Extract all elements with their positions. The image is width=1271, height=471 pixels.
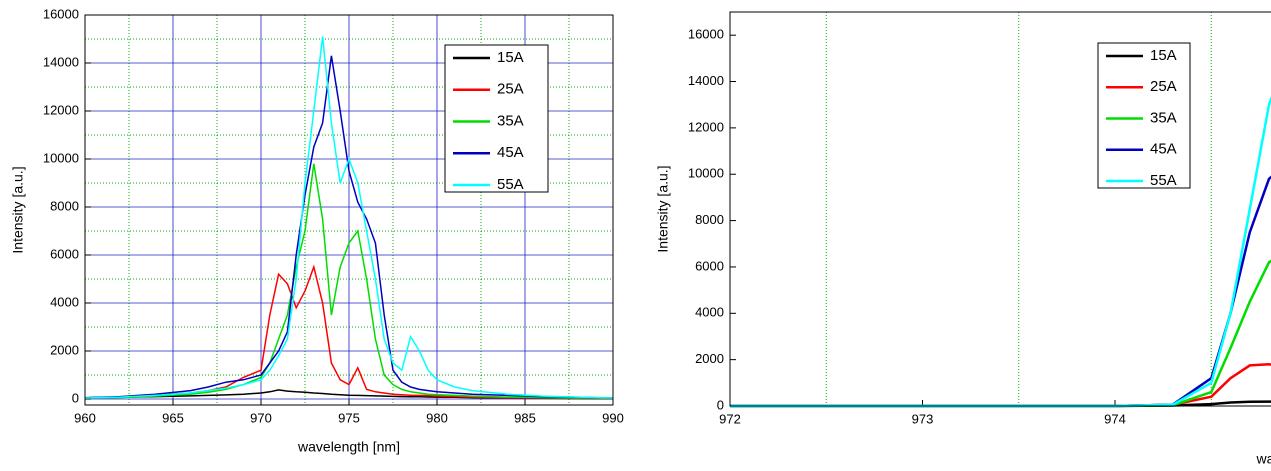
series-line <box>84 55 614 399</box>
y-tick-label: 16000 <box>43 6 79 21</box>
legend-label: 35A <box>497 112 524 129</box>
legend-label: 25A <box>497 81 524 98</box>
series-line <box>84 264 614 400</box>
x-tick-label: 960 <box>74 410 96 425</box>
x-tick-label: 965 <box>162 410 184 425</box>
y-tick-label: 2000 <box>695 351 724 366</box>
legend-label: 45A <box>497 144 524 161</box>
x-tick-label: 974 <box>1104 411 1126 426</box>
x-tick-label: 985 <box>514 410 536 425</box>
y-tick-label: 12000 <box>43 102 79 117</box>
legend-label: 55A <box>497 176 524 193</box>
y-tick-label: 16000 <box>688 27 724 42</box>
legend-label: 45A <box>1150 141 1177 158</box>
legend-box <box>444 44 549 193</box>
x-tick-label: 980 <box>426 410 448 425</box>
x-tick-label: 972 <box>719 411 741 426</box>
legend-label: 15A <box>1150 47 1177 64</box>
y-tick-label: 8000 <box>50 198 79 213</box>
x-tick-label: 990 <box>602 410 624 425</box>
legend-label: 35A <box>1150 109 1177 126</box>
y-tick-label: 0 <box>72 390 79 405</box>
plot-frame <box>84 14 614 406</box>
y-tick-label: 10000 <box>43 150 79 165</box>
series-line <box>84 36 614 399</box>
y-tick-label: 12000 <box>688 119 724 134</box>
y-tick-label: 6000 <box>695 258 724 273</box>
y-tick-label: 2000 <box>50 342 79 357</box>
plot-frame <box>729 11 1271 407</box>
series-line <box>730 175 1271 408</box>
y-tick-label: 6000 <box>50 246 79 261</box>
y-tick-label: 14000 <box>688 73 724 88</box>
legend-label: 25A <box>1150 78 1177 95</box>
y-axis-label: Intensity [a.u.] <box>655 165 671 252</box>
series-line <box>84 389 614 400</box>
legend-label: 55A <box>1150 172 1177 189</box>
legend-label: 15A <box>497 49 524 66</box>
y-tick-label: 14000 <box>43 54 79 69</box>
y-tick-label: 4000 <box>695 305 724 320</box>
x-tick-label: 973 <box>912 411 934 426</box>
x-axis-label: wavelength [nm] <box>1256 451 1271 467</box>
x-tick-label: 970 <box>250 410 272 425</box>
y-tick-label: 8000 <box>695 212 724 227</box>
series-line <box>730 95 1271 408</box>
y-axis-label: Intensity [a.u.] <box>10 166 26 253</box>
x-tick-label: 975 <box>338 410 360 425</box>
x-axis-label: wavelength [nm] <box>297 439 400 455</box>
series-line <box>730 259 1271 408</box>
legend-box <box>1097 42 1191 189</box>
y-tick-label: 10000 <box>688 166 724 181</box>
y-tick-label: 0 <box>717 397 724 412</box>
y-tick-label: 4000 <box>50 294 79 309</box>
